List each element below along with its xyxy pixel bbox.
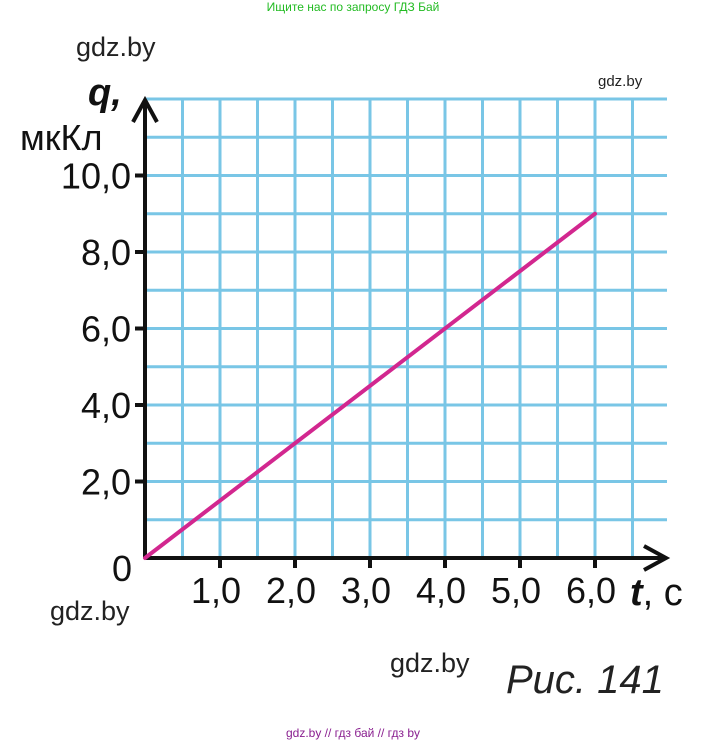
y-axis-arrow [131, 95, 159, 123]
y-tick-label: 2,0 [81, 462, 131, 503]
figure-caption: Рис. 141 [506, 658, 664, 702]
watermark-bottom-left: gdz.by [50, 596, 130, 626]
y-tick-label: 8,0 [81, 232, 131, 273]
y-tick-label: 6,0 [81, 309, 131, 350]
x-axis-unit: , с [643, 572, 683, 614]
y-axis-symbol: q, [88, 72, 122, 114]
y-tick-label: 4,0 [81, 385, 131, 426]
chart-axes [131, 95, 671, 572]
y-axis-unit: мкКл [20, 117, 102, 158]
watermark-top-right: gdz.by [598, 73, 643, 90]
x-tick-label: 4,0 [416, 570, 466, 611]
watermark-bottom-center: gdz.by [390, 648, 470, 678]
x-axis-label: t, с [630, 572, 683, 614]
chart-grid [145, 97, 667, 558]
x-tick-label: 5,0 [491, 570, 541, 611]
watermark-top-left: gdz.by [76, 32, 156, 62]
x-axis-symbol: t [630, 572, 644, 614]
y-tick-label: 10,0 [61, 156, 131, 197]
series-line [143, 211, 597, 560]
x-tick-label: 1,0 [191, 570, 241, 611]
footer-links: gdz.by // гдз бай // гдз by [285, 726, 421, 740]
x-tick-label: 3,0 [341, 570, 391, 611]
top-banner: Ищите нас по запросу ГДЗ Бай [266, 0, 440, 14]
x-axis-arrow [643, 544, 671, 572]
chart-series [143, 211, 597, 560]
x-tick-label: 2,0 [266, 570, 316, 611]
tick-labels: 2,0 4,0 6,0 8,0 10,0 1,0 2,0 3,0 4,0 5,0 6,0 [61, 156, 616, 612]
x-tick-label: 6,0 [566, 570, 616, 611]
origin-label: 0 [112, 548, 132, 589]
